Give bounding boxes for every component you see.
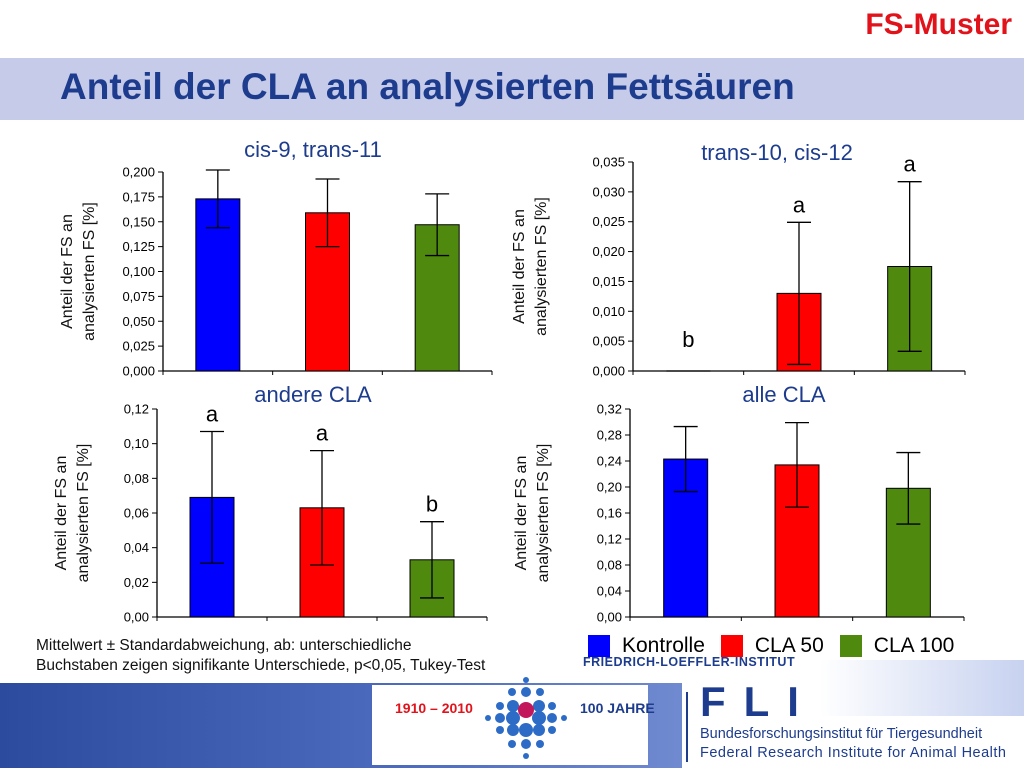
legend-item-cla100: CLA 100 <box>839 634 955 658</box>
y-tick-label: 0,150 <box>122 214 155 229</box>
y-tick-label: 0,025 <box>122 339 155 354</box>
footer-stripes <box>820 660 1024 716</box>
y-tick-label: 0,015 <box>592 274 625 289</box>
y-tick-label: 0,035 <box>592 155 625 170</box>
institute-line-en: Federal Research Institute for Animal He… <box>700 745 1007 761</box>
slide-title: Anteil der CLA an analysierten Fettsäure… <box>60 66 795 107</box>
y-tick-label: 0,00 <box>597 610 622 625</box>
fli-logo: FLI <box>700 678 817 725</box>
y-tick-label: 0,075 <box>122 289 155 304</box>
y-tick-label: 0,050 <box>122 314 155 329</box>
legend-item-cla50: CLA 50 <box>720 634 824 658</box>
legend-swatch-kontrolle <box>588 635 610 657</box>
section-tag: FS-Muster <box>865 8 1012 41</box>
significance-letter: a <box>206 402 219 427</box>
y-tick-label: 0,06 <box>124 506 149 521</box>
y-tick-label: 0,08 <box>597 558 622 573</box>
y-tick-label: 0,10 <box>124 436 149 451</box>
dots-logo-icon <box>485 677 567 759</box>
y-tick-label: 0,200 <box>122 165 155 180</box>
y-tick-label: 0,175 <box>122 189 155 204</box>
anniversary-years: 1910 – 2010 <box>395 700 473 716</box>
y-tick-label: 0,20 <box>597 480 622 495</box>
legend-swatch-cla100 <box>839 635 862 657</box>
y-axis-label: analysierten FS [%] <box>81 202 98 341</box>
y-axis-label: Anteil der FS an <box>59 214 76 329</box>
y-tick-label: 0,030 <box>592 184 625 199</box>
y-tick-label: 0,005 <box>592 334 625 349</box>
significance-letter: b <box>682 327 694 352</box>
y-axis-label: Anteil der FS an <box>53 456 70 571</box>
significance-letter: a <box>904 152 917 177</box>
significance-letter: a <box>316 421 329 446</box>
y-tick-label: 0,000 <box>122 364 155 379</box>
chart-title: trans-10, cis-12 <box>701 140 853 165</box>
significance-letter: a <box>793 192 806 217</box>
institute-line-de: Bundesforschungsinstitut für Tiergesundh… <box>700 726 983 742</box>
y-tick-label: 0,025 <box>592 214 625 229</box>
legend-label-cla100: CLA 100 <box>873 634 955 657</box>
y-tick-label: 0,12 <box>124 402 149 417</box>
y-tick-label: 0,020 <box>592 244 625 259</box>
legend-item-kontrolle: Kontrolle <box>588 634 705 658</box>
charts-panel: cis-9, trans-11 Anteil der FS an analysier… <box>53 137 966 625</box>
y-tick-label: 0,08 <box>124 471 149 486</box>
y-tick-label: 0,100 <box>122 264 155 279</box>
y-tick-label: 0,28 <box>597 428 622 443</box>
title-band <box>0 58 1024 120</box>
footnote-line-1: Mittelwert ± Standardabweichung, ab: unt… <box>36 637 412 654</box>
chart-title: alle CLA <box>742 382 825 407</box>
legend-label-cla50: CLA 50 <box>754 634 824 657</box>
legend-label-kontrolle: Kontrolle <box>622 634 705 657</box>
chart-title: andere CLA <box>254 382 372 407</box>
footnote-line-2: Buchstaben zeigen signifikante Unterschi… <box>36 657 486 674</box>
institute-name: FRIEDRICH-LOEFFLER-INSTITUT <box>583 655 796 669</box>
y-axis-label: analysierten FS [%] <box>75 444 92 583</box>
y-axis-label: analysierten FS [%] <box>535 444 552 583</box>
y-tick-label: 0,010 <box>592 304 625 319</box>
y-tick-label: 0,16 <box>597 506 622 521</box>
legend-swatch-cla50 <box>720 635 743 657</box>
y-tick-label: 0,32 <box>597 402 622 417</box>
y-axis-label: Anteil der FS an <box>511 209 528 324</box>
y-tick-label: 0,000 <box>592 364 625 379</box>
y-tick-label: 0,04 <box>124 540 149 555</box>
y-axis-label: analysierten FS [%] <box>533 197 550 336</box>
significance-letter: b <box>426 492 438 517</box>
y-tick-label: 0,125 <box>122 239 155 254</box>
chart-title: cis-9, trans-11 <box>244 137 382 162</box>
y-axis-label: Anteil der FS an <box>513 456 530 571</box>
y-tick-label: 0,02 <box>124 575 149 590</box>
y-tick-label: 0,00 <box>124 610 149 625</box>
footnote: Mittelwert ± Standardabweichung, ab: unt… <box>36 636 485 676</box>
anniversary-label: 100 JAHRE <box>580 700 655 716</box>
y-tick-label: 0,04 <box>597 584 622 599</box>
logo-divider <box>686 692 688 762</box>
y-tick-label: 0,24 <box>597 454 622 469</box>
y-tick-label: 0,12 <box>597 532 622 547</box>
legend: Kontrolle CLA 50 CLA 100 <box>588 634 970 658</box>
